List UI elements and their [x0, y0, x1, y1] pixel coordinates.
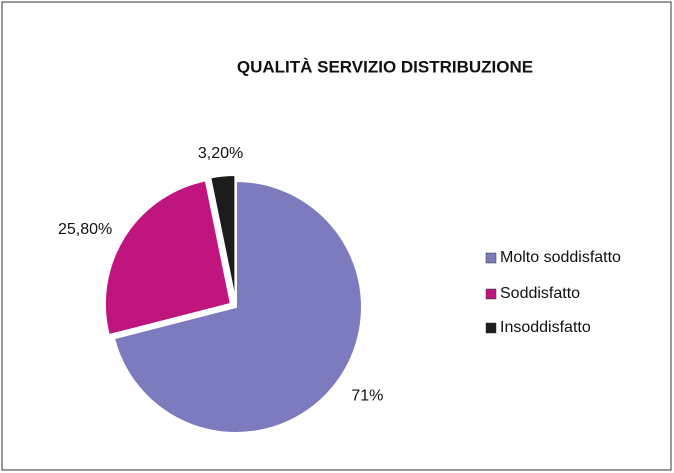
pie-slice: [209, 174, 237, 302]
data-label: 25,80%: [58, 221, 112, 238]
data-label: 71%: [351, 388, 383, 405]
legend-label: Insoddisfatto: [500, 319, 591, 336]
data-label: 3,20%: [198, 145, 243, 162]
legend-label: Molto soddisfatto: [500, 249, 621, 266]
legend-swatch: [485, 322, 497, 334]
pie-slice: [112, 179, 363, 434]
legend-swatch: [485, 252, 497, 264]
legend-label: Soddisfatto: [500, 285, 580, 302]
pie-slice: [103, 179, 233, 337]
legend-swatch: [485, 288, 497, 300]
chart-title: QUALITÀ SERVIZIO DISTRIBUZIONE: [237, 57, 533, 76]
